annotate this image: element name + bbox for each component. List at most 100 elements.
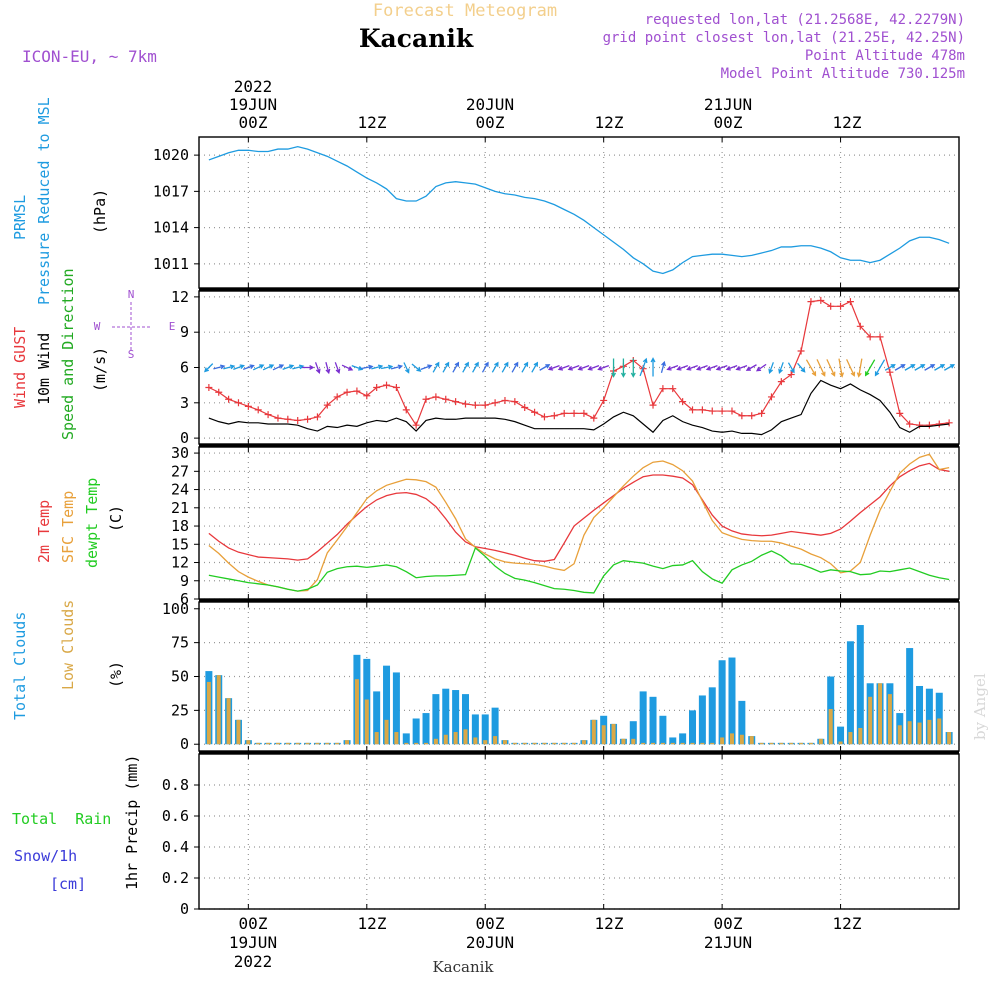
low-cloud-bar [927, 719, 932, 745]
wind-direction-arrow [934, 364, 946, 371]
low-cloud-bar [394, 732, 399, 745]
wind-direction-arrow [787, 362, 795, 374]
total-cloud-bar [708, 687, 716, 745]
y-tick-label: 30 [171, 444, 189, 462]
low-cloud-bar [335, 742, 340, 745]
low-cloud-bar [729, 733, 734, 745]
top-axis-hour: 12Z [595, 113, 624, 132]
footer-station: Kacanik [432, 958, 494, 976]
wind-direction-arrow [511, 361, 519, 373]
total-cloud-bar [925, 688, 933, 745]
top-axis-hour: 00Z [239, 113, 268, 132]
y-tick-label: 75 [171, 634, 189, 652]
total-cloud-bar [461, 694, 469, 745]
wind-gust-point [866, 333, 874, 341]
precip-frame [198, 753, 960, 910]
wind-direction-arrow [666, 365, 679, 371]
wind-gust-point [274, 414, 282, 422]
wind-gust-point [402, 406, 410, 414]
wind-unit: (m/s) [91, 347, 109, 392]
wind-direction-arrow [432, 361, 440, 373]
y-tick-label: 12 [171, 554, 189, 572]
wind-gust-point [728, 407, 736, 415]
low-cloud-bar [424, 742, 429, 745]
total-cloud-bar [491, 707, 499, 745]
low-cloud-bar [720, 737, 725, 745]
low-cloud-bar [828, 709, 833, 745]
wind-gust-point [560, 409, 568, 417]
wind-direction-arrow [686, 365, 698, 371]
wind-labels: Wind GUST 10m Wind Speed and Direction (… [11, 268, 175, 440]
low-cloud-bar [680, 742, 685, 745]
model-altitude: Model Point Altitude 730.125m [721, 66, 965, 82]
total-cloud-bar [373, 691, 381, 745]
low-cloud-bar [443, 734, 448, 745]
total-cloud-bar [659, 715, 667, 745]
wind-gust-point [313, 413, 321, 421]
wind-direction-arrow [914, 364, 926, 371]
total-cloud-bar [698, 695, 706, 745]
bottom-axis-date: 19JUN [229, 933, 277, 952]
top-axis-year: 2022 [234, 77, 273, 96]
compass-w: W [94, 320, 101, 333]
temp2m-label: 2m Temp [35, 500, 53, 563]
low-cloud-bar [236, 719, 241, 745]
wind-direction-arrow [501, 361, 509, 373]
wind-direction-arrow [695, 365, 708, 371]
low-cloud-bar [937, 718, 942, 745]
low-cloud-bar [779, 742, 784, 745]
total-cloud-bar [481, 714, 489, 745]
total-cloud-bar [856, 625, 864, 745]
low-cloud-bar [364, 699, 369, 745]
pressure-frame [198, 136, 960, 289]
y-tick-label: 6 [180, 590, 189, 608]
y-tick-label: 1011 [153, 255, 189, 273]
y-tick-label: 0.6 [162, 807, 189, 825]
wind-gust-point [916, 421, 924, 429]
wind-direction-arrow [884, 364, 896, 371]
sfc-temp-line [208, 453, 950, 592]
bottom-axis-hour: 12Z [358, 914, 387, 933]
wind-direction-arrow [874, 359, 886, 377]
total-cloud-bar [383, 665, 391, 745]
low-cloud-bar [285, 742, 290, 745]
wind-direction-arrow [272, 364, 285, 371]
low-cloud-bar [542, 742, 547, 745]
top-axis-hour: 00Z [476, 113, 505, 132]
wind-gust-point [215, 388, 223, 396]
wind-direction-arrow [547, 365, 560, 371]
wind-gust-point [491, 399, 499, 407]
wind-gust-point [264, 411, 272, 419]
point-altitude: Point Altitude 478m [805, 48, 965, 64]
low-cloud-bar [670, 742, 675, 745]
wind-direction-arrow [481, 361, 489, 373]
wind-direction-arrow [894, 364, 906, 371]
low-cloud-bar [206, 681, 211, 745]
low-cloud-bar [838, 741, 843, 745]
bottom-axis-hour: 00Z [714, 914, 743, 933]
bottom-axis-hour: 00Z [239, 914, 268, 933]
wind-gust-point [827, 302, 835, 310]
wind-gust-point [284, 415, 292, 423]
wind-direction-arrow [557, 365, 570, 371]
y-tick-label: 15 [171, 535, 189, 553]
wind-direction-arrow [597, 365, 610, 371]
total-cloud-bar [432, 694, 440, 745]
wind-direction-arrow [676, 365, 689, 371]
wind-gust-point [471, 401, 479, 409]
requested-coords: requested lon,lat (21.2568E, 42.2279N) [645, 12, 965, 28]
low-cloud-bar [759, 742, 764, 745]
plot-area: 1011101410171020036912691215182124273002… [153, 136, 960, 918]
wind-direction-arrow [223, 364, 236, 370]
wind-gust-point [935, 420, 943, 428]
wind-gust-point [205, 384, 213, 392]
wind-gust-point [758, 409, 766, 417]
total-cloud-bar [639, 691, 647, 745]
compass-s: S [128, 348, 135, 361]
wind-direction-arrow [904, 364, 916, 371]
low-cloud-bar [818, 738, 823, 745]
top-axis-hour: 12Z [833, 113, 862, 132]
low-cloud-bar [651, 742, 656, 745]
low-cloud-bar [739, 734, 744, 745]
